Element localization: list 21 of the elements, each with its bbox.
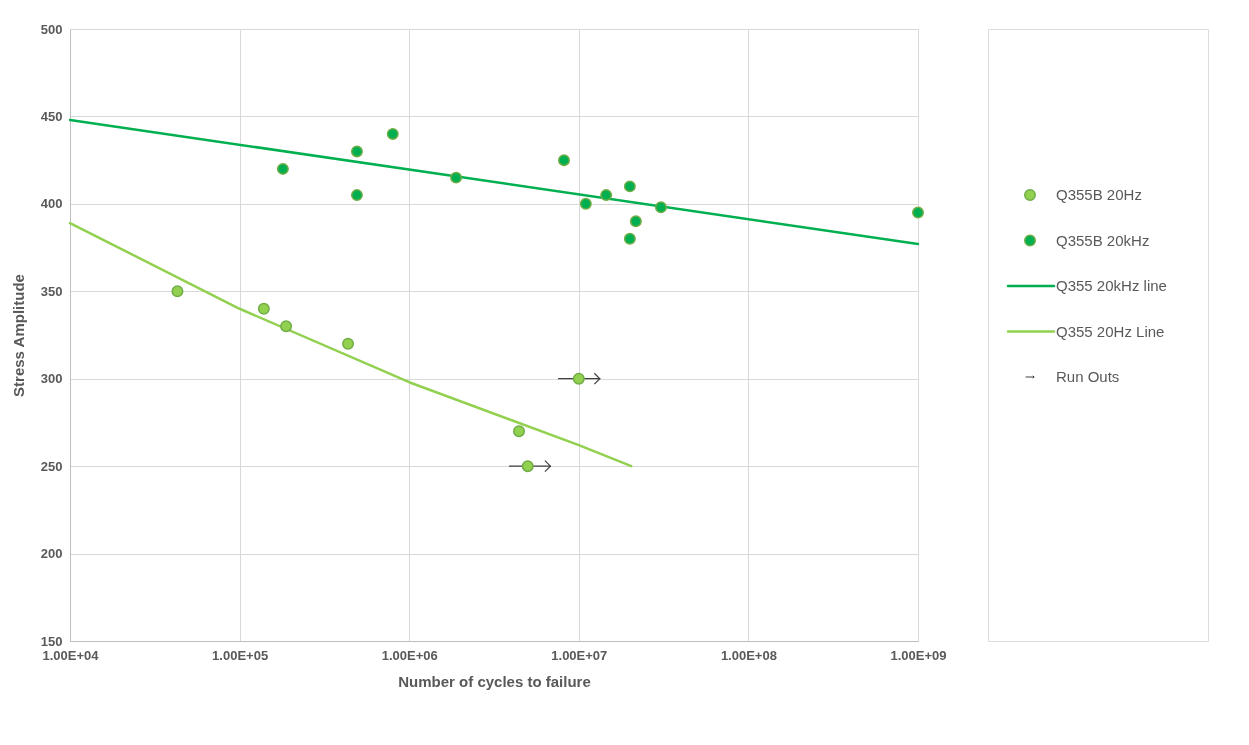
y-tick-label: 500 (40, 21, 63, 37)
y-tick-label: 150 (40, 633, 63, 649)
x-tick-label: 1.00E+07 (551, 647, 608, 663)
legend-label: Q355 20Hz Line (1056, 322, 1165, 340)
x-tick-label: 1.00E+05 (212, 647, 269, 663)
y-tick-label: 350 (40, 283, 63, 299)
y-tick-label: 250 (40, 458, 63, 474)
x-tick-label: 1.00E+09 (890, 647, 947, 663)
legend-label: Run Outs (1056, 368, 1120, 385)
y-tick-label: 400 (40, 196, 63, 212)
y-tick-label: 200 (40, 546, 63, 562)
y-tick-label: 300 (40, 371, 63, 387)
legend-label: Q355 20kHz line (1056, 277, 1167, 294)
x-axis-title: Number of cycles to failure (398, 672, 591, 690)
legend-label: Q355B 20Hz (1056, 186, 1142, 203)
x-tick-label: 1.00E+04 (42, 647, 100, 663)
legend-label: Q355B 20kHz (1056, 231, 1150, 249)
y-axis-title: Stress Amplitude (9, 274, 27, 397)
y-tick-label: 450 (40, 108, 63, 124)
x-tick-label: 1.00E+06 (381, 647, 438, 663)
x-tick-label: 1.00E+08 (720, 647, 777, 663)
